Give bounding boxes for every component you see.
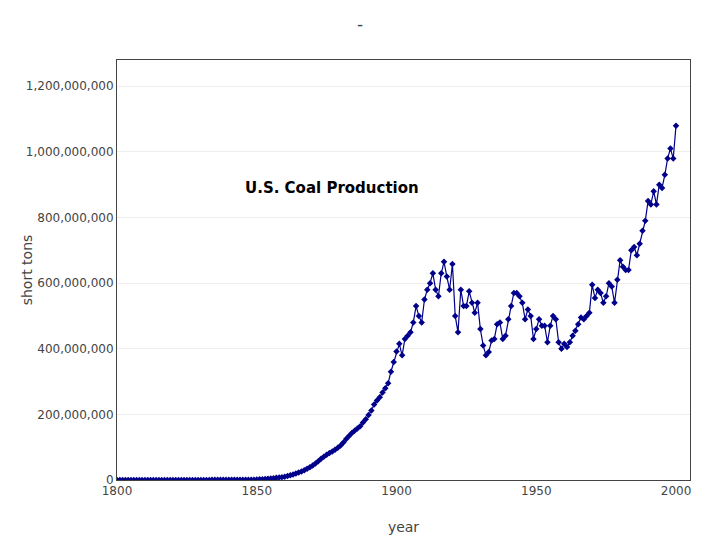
- svg-text:200,000,000: 200,000,000: [37, 408, 113, 422]
- svg-text:U.S. Coal Production: U.S. Coal Production: [245, 179, 419, 197]
- svg-text:short tons: short tons: [19, 235, 35, 306]
- svg-text:800,000,000: 800,000,000: [37, 211, 113, 225]
- svg-text:-: -: [357, 14, 363, 34]
- svg-text:year: year: [388, 519, 419, 535]
- svg-text:1,000,000,000: 1,000,000,000: [26, 145, 114, 159]
- svg-text:1,200,000,000: 1,200,000,000: [26, 79, 114, 93]
- svg-text:1900: 1900: [381, 484, 412, 498]
- svg-text:600,000,000: 600,000,000: [37, 276, 113, 290]
- svg-text:2000: 2000: [661, 484, 692, 498]
- svg-text:1800: 1800: [102, 484, 133, 498]
- svg-text:1950: 1950: [521, 484, 552, 498]
- svg-text:1850: 1850: [241, 484, 272, 498]
- svg-text:0: 0: [106, 473, 114, 487]
- svg-text:400,000,000: 400,000,000: [37, 342, 113, 356]
